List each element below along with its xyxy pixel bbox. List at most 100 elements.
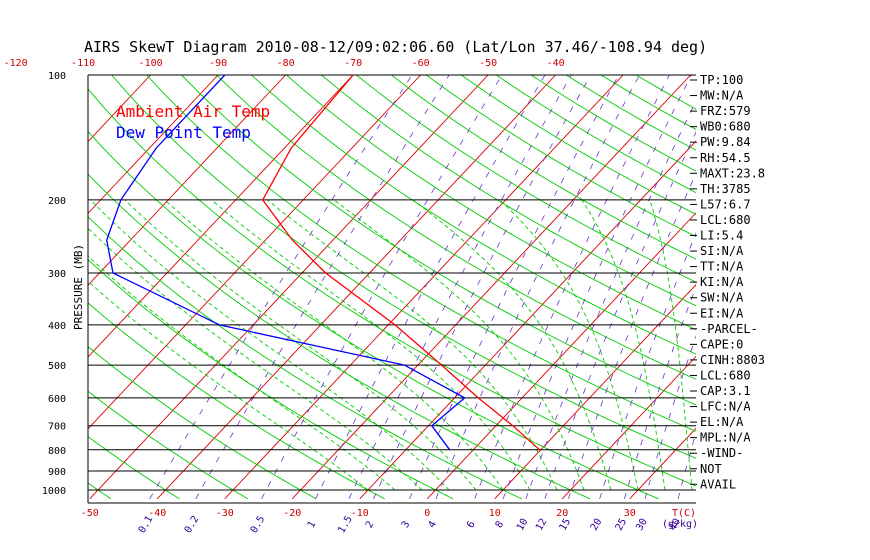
- bottom-temp-tick-label: 0: [424, 508, 430, 519]
- mixing-ratio-line: [544, 131, 696, 499]
- top-temp-tick-label: -80: [277, 58, 295, 69]
- mixing-ratio-tick-label: 4: [426, 519, 439, 530]
- mixing-ratio-tick-label: 0.5: [249, 514, 268, 535]
- top-temp-tick-label: -110: [71, 58, 95, 69]
- mixing-ratio-line: [261, 75, 503, 499]
- mixing-ratio-tick-label: 30: [634, 517, 650, 533]
- isotherm-line: [224, 75, 624, 500]
- sounding-index: PW:9.84: [700, 135, 751, 149]
- sounding-index: LI:5.4: [700, 229, 743, 243]
- pressure-tick-label: 1000: [42, 486, 66, 497]
- sounding-index: CAP:3.1: [700, 384, 751, 398]
- dry-adiabat-line: [251, 75, 696, 355]
- sounding-index: EI:N/A: [700, 306, 744, 320]
- mixing-ratio-line: [348, 75, 572, 499]
- top-temp-tick-label: -60: [412, 58, 430, 69]
- bottom-temp-tick-label: 10: [489, 508, 501, 519]
- sounding-index: KI:N/A: [700, 275, 744, 289]
- sounding-index: RH:54.5: [700, 151, 751, 165]
- moist-adiabat-line: [90, 199, 450, 491]
- isotherm-line: [291, 75, 691, 500]
- sounding-index: MW:N/A: [700, 89, 744, 103]
- isotherm-line: [494, 284, 696, 500]
- isotherm-line: [0, 75, 83, 499]
- dry-adiabat-line: [146, 75, 696, 432]
- mixing-ratio-tick-label: 6: [465, 519, 478, 530]
- dry-adiabat-line: [495, 75, 696, 194]
- dry-adiabat-line: [88, 346, 317, 500]
- sounding-index: TT:N/A: [700, 260, 744, 274]
- sounding-index: EL:N/A: [700, 415, 744, 429]
- mixing-ratio-tick-label: 3: [400, 519, 413, 530]
- isobars: [87, 74, 696, 504]
- mixing-ratio-line: [373, 75, 591, 499]
- sounding-index: TH:3785: [700, 182, 751, 196]
- sounding-curves: [106, 75, 540, 451]
- mixing-ratio-unit: (g/kg): [662, 519, 698, 530]
- bottom-temp-tick-label: -20: [283, 508, 301, 519]
- grid: [0, 75, 870, 500]
- isotherm-line: [88, 75, 421, 430]
- mixing-ratio-tick-label: 40: [668, 517, 684, 533]
- pressure-tick-label: 700: [48, 422, 66, 433]
- mixing-ratio-line: [599, 232, 696, 499]
- bottom-temp-tick-label: -10: [351, 508, 369, 519]
- top-temp-tick-label: -120: [4, 58, 28, 69]
- dry-adiabat-line: [286, 75, 696, 331]
- mixing-ratio-tick-label: 0.2: [183, 514, 202, 535]
- isotherm-line: [156, 75, 556, 500]
- pressure-tick-label: 500: [48, 361, 66, 372]
- sounding-index: MAXT:23.8: [700, 166, 765, 180]
- dry-adiabat-line: [88, 216, 522, 500]
- moist-adiabat-line: [88, 255, 396, 491]
- sounding-index: -PARCEL-: [700, 322, 758, 336]
- sounding-index: LCL:680: [700, 213, 751, 227]
- dry-adiabat-line: [88, 173, 591, 500]
- mixing-ratio-tick-label: 2: [364, 519, 377, 530]
- dry-adiabat-line: [635, 75, 696, 110]
- dry-adiabat-line: [321, 75, 696, 307]
- dry-adiabat-line: [426, 75, 696, 238]
- isotherm-line: [88, 75, 286, 286]
- mixing-ratio-tick-label: 25: [614, 517, 630, 533]
- isotherm-line: [0, 75, 16, 499]
- bottom-temp-tick-label: -40: [148, 508, 166, 519]
- mixing-ratio-line: [502, 75, 692, 499]
- moist-adiabat-line: [164, 199, 504, 491]
- dry-adiabat-line: [88, 436, 180, 500]
- isotherm-line: [832, 75, 870, 499]
- sounding-index: FRZ:579: [700, 104, 751, 118]
- chart-title: AIRS SkewT Diagram 2010-08-12/09:02:06.6…: [84, 38, 707, 56]
- bottom-temp-tick-label: -30: [216, 508, 234, 519]
- mixing-ratio-tick-label: 12: [534, 517, 550, 533]
- sounding-index: SW:N/A: [700, 291, 744, 305]
- moist-adiabat-line: [88, 227, 423, 491]
- sounding-index: -WIND-: [700, 446, 743, 460]
- pressure-tick-label: 900: [48, 467, 66, 478]
- top-temp-tick-label: -50: [479, 58, 497, 69]
- bottom-temp-tick-label: 30: [624, 508, 636, 519]
- sounding-index: CINH:8803: [700, 353, 765, 367]
- pressure-tick-label: 200: [48, 196, 66, 207]
- sounding-index: LCL:680: [700, 368, 751, 382]
- mixing-ratio-line: [435, 75, 640, 499]
- top-temp-tick-label: -40: [547, 58, 565, 69]
- mixing-ratio-line: [568, 172, 696, 499]
- mixing-ratio-line: [315, 75, 546, 499]
- pressure-tick-label: 300: [48, 269, 66, 280]
- pressure-tick-label: 600: [48, 394, 66, 405]
- top-temp-tick-label: -70: [344, 58, 362, 69]
- moist-adiabat-line: [88, 280, 369, 491]
- sounding-index: MPL:N/A: [700, 431, 751, 445]
- dry-adiabat-line: [88, 88, 696, 487]
- ambient-air-temp-line: [261, 75, 540, 451]
- pressure-tick-label: 400: [48, 321, 66, 332]
- bottom-temp-tick-label: -50: [81, 508, 99, 519]
- moist-adiabat-line: [581, 199, 666, 491]
- sounding-index: WB0:680: [700, 120, 751, 134]
- mixing-ratio-tick-label: 1: [306, 519, 319, 530]
- y-axis-label: PRESSURE (MB): [72, 244, 85, 330]
- legend-ambient-air-temp: Ambient Air Temp: [116, 102, 270, 121]
